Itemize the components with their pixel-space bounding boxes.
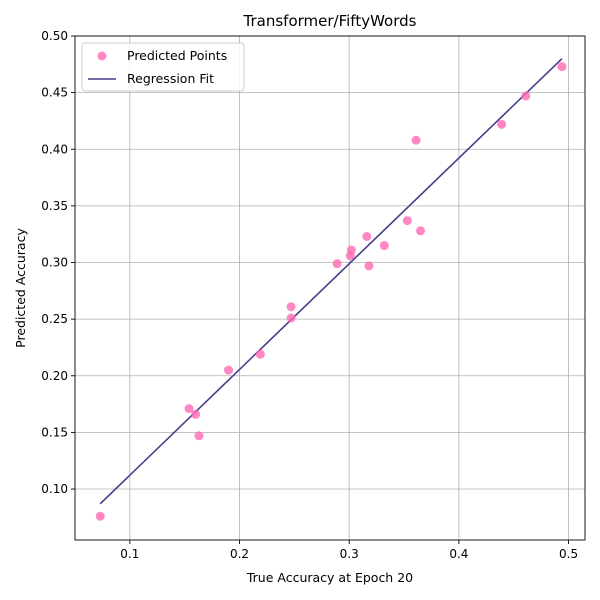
x-tick-label: 0.1 — [120, 547, 139, 561]
predicted-point — [521, 91, 531, 101]
grid-lines — [75, 35, 585, 540]
predicted-point — [411, 135, 421, 145]
predicted-point — [362, 231, 372, 241]
axis-ticks: 0.1 0.2 0.3 0.4 0.5 0.10 0.15 0.20 0.25 0.30 0.35 0… — [41, 29, 578, 561]
x-tick-label: 0.3 — [340, 547, 359, 561]
predicted-point — [415, 226, 425, 236]
y-tick-label: 0.25 — [41, 312, 68, 326]
y-tick-label: 0.35 — [41, 199, 68, 213]
x-tick-label: 0.2 — [230, 547, 249, 561]
y-tick-label: 0.45 — [41, 86, 68, 100]
predicted-point — [224, 365, 234, 375]
predicted-point — [184, 404, 194, 414]
legend-marker-predicted-points — [97, 51, 107, 61]
predicted-point — [402, 216, 412, 226]
predicted-point — [95, 511, 105, 521]
y-tick-label: 0.30 — [41, 256, 68, 270]
legend-label-predicted-points: Predicted Points — [127, 48, 227, 63]
predicted-point — [379, 241, 389, 251]
predicted-point — [346, 245, 356, 255]
predicted-point — [332, 259, 342, 269]
predicted-point — [194, 431, 204, 441]
predicted-point — [286, 302, 296, 312]
regression-fit-line — [99, 58, 563, 505]
x-axis-label: True Accuracy at Epoch 20 — [246, 570, 413, 585]
x-tick-label: 0.5 — [559, 547, 578, 561]
x-tick-label: 0.4 — [449, 547, 468, 561]
plot-frame — [74, 35, 586, 541]
predicted-point — [364, 261, 374, 271]
y-tick-label: 0.40 — [41, 142, 68, 156]
predicted-point — [286, 313, 296, 323]
predicted-point — [255, 349, 265, 359]
y-axis-label: Predicted Accuracy — [13, 228, 28, 348]
legend: Predicted Points Regression Fit — [81, 42, 245, 92]
predicted-point — [497, 119, 507, 129]
y-tick-label: 0.50 — [41, 29, 68, 43]
plot-series — [95, 58, 567, 521]
y-tick-label: 0.20 — [41, 369, 68, 383]
chart-title: Transformer/FiftyWords — [243, 12, 417, 30]
y-tick-label: 0.10 — [41, 482, 68, 496]
legend-label-regression-fit: Regression Fit — [127, 71, 214, 86]
legend-box — [81, 42, 245, 92]
predicted-point — [191, 409, 201, 419]
predicted-point — [557, 62, 567, 72]
y-tick-label: 0.15 — [41, 425, 68, 439]
